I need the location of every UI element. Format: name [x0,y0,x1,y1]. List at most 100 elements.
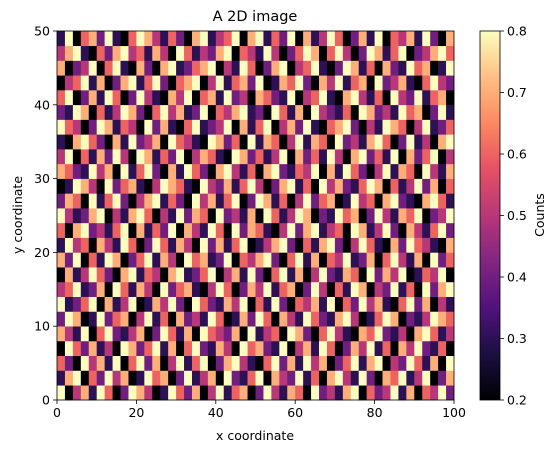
cell [247,45,256,61]
cell [358,326,367,342]
heatmap [57,31,455,401]
cell [168,267,177,283]
cell [350,237,360,253]
cell [446,31,455,47]
cell [64,355,74,371]
cell [223,252,232,268]
cell [271,75,280,91]
cell [350,208,360,224]
cell [382,252,391,268]
cell [96,370,105,386]
cell [311,340,320,357]
cell [303,90,312,106]
cell [223,311,232,327]
cell [215,370,225,386]
cell [176,385,185,401]
y-tick-label: 0 [42,393,50,408]
cell [144,222,153,238]
cell [430,237,439,253]
x-tick-label: 20 [128,405,144,420]
cell [247,267,256,283]
cell [414,326,423,342]
cell [168,385,177,401]
cell [374,311,383,327]
cell [271,355,280,371]
cell [64,104,74,120]
cell [64,75,74,91]
cell [104,119,113,135]
cell [88,104,97,120]
cell [271,90,280,106]
cell [239,311,248,327]
cell [422,119,431,135]
cell [398,252,407,268]
cell [446,340,455,357]
cell [255,90,264,106]
cell [326,60,336,76]
cell [120,193,129,209]
cell [168,75,177,91]
cell [263,119,272,135]
cell [295,355,304,371]
cell [358,385,367,401]
cell [247,134,256,150]
cell [366,237,375,253]
cell [390,222,399,238]
cell [319,163,328,179]
cell [120,281,129,297]
cell [191,134,201,150]
cell [374,90,383,106]
cell [57,281,66,297]
cell [64,163,74,179]
cell [88,281,97,297]
cell [319,296,328,312]
cell [207,340,217,357]
cell [390,90,399,106]
cell [152,237,161,253]
cell [112,281,121,297]
cell [144,267,153,283]
cell [263,104,272,120]
cell [303,75,312,91]
cell [80,385,90,401]
cell [176,163,185,179]
cell [199,296,209,312]
cell [215,193,225,209]
cell [295,45,304,61]
cell [311,178,320,194]
cell [191,296,201,312]
cell [215,208,225,224]
cell [438,45,447,61]
cell [311,149,320,165]
cell [144,60,153,76]
cell [144,75,153,91]
cell [350,163,360,179]
cell [398,222,407,238]
cell [406,104,415,120]
cell [57,370,66,386]
cell [350,252,360,268]
cell [88,340,97,357]
cell [152,45,161,61]
cell [64,178,74,194]
cell [311,237,320,253]
cell [311,104,320,120]
cell [144,237,153,253]
cell [112,296,121,312]
cell [80,281,90,297]
cell [350,31,360,47]
cell [374,340,383,357]
cell [96,326,105,342]
cell [57,340,66,357]
cell [231,222,240,238]
cell [176,31,185,47]
cell [104,104,113,120]
cell [295,296,304,312]
cell [255,163,264,179]
cell [176,237,185,253]
cell [57,163,66,179]
cell [104,237,113,253]
cell [136,340,145,357]
cell [263,311,272,327]
cell [112,104,121,120]
